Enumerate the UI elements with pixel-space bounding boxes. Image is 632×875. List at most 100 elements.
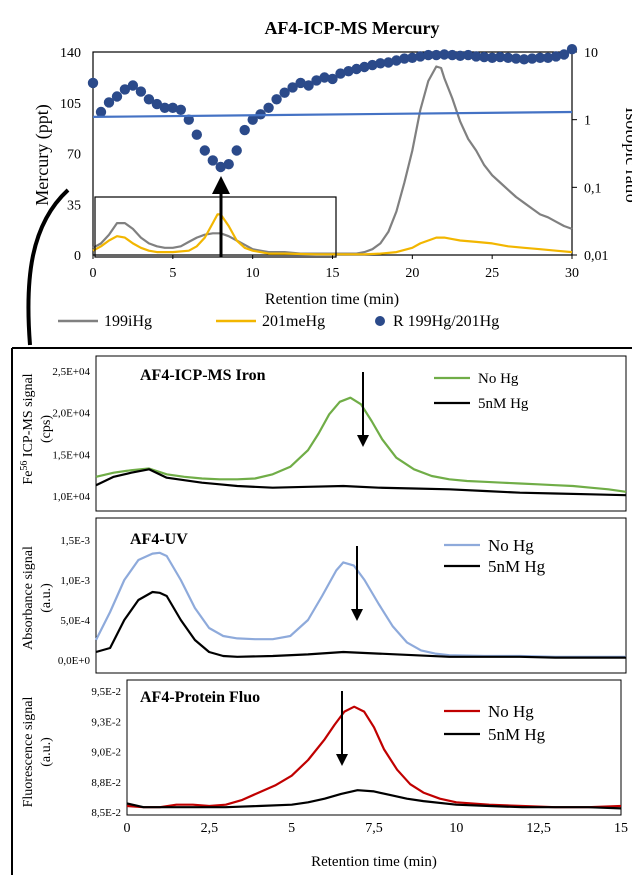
zoom-connector (26, 188, 70, 346)
iron-y-tick-0: 1,0E+04 (52, 491, 90, 503)
uv-y-label-unit: (a.u.) (39, 583, 54, 613)
point-r-199hg-201hg-20 (247, 114, 258, 125)
uv-series (95, 551, 626, 659)
point-r-199hg-201hg-31 (335, 68, 346, 79)
point-r-199hg-201hg-49 (479, 51, 490, 63)
point-r-199hg-201hg-14 (199, 145, 210, 156)
uv-frame (95, 517, 627, 674)
legend-item-201mehg: 201meHg (216, 313, 325, 330)
line-201mehg (92, 213, 573, 256)
point-r-199hg-201hg-55 (526, 53, 538, 64)
iron-series (95, 396, 627, 497)
point-r-199hg-201hg-33 (351, 63, 362, 75)
mercury-y-tick-0: 0 (74, 249, 81, 264)
fluo-tick-labels: 8,5E-2 8,8E-2 9,0E-2 9,3E-2 9,5E-2 0 2,5 5 7,5 10… (91, 686, 628, 836)
legend-label-199ihg: 199iHg (104, 313, 152, 330)
uv-y-tick-2: 1,0E-3 (60, 575, 90, 587)
uv-title: AF4-UV (130, 531, 188, 548)
iron-title: AF4-ICP-MS Iron (140, 367, 266, 384)
point-r-199hg-201hg-0 (87, 77, 99, 89)
point-r-199hg-201hg-58 (550, 51, 562, 62)
mercury-y2-tick-2: 1 (584, 114, 591, 129)
mercury-x-tick-4: 20 (405, 266, 419, 281)
fluo-x-tick-0: 0 (124, 821, 131, 836)
point-r-199hg-201hg-25 (287, 82, 298, 93)
fluo-x-tick-1: 2,5 (201, 821, 219, 836)
uv-y-tick-1: 5,0E-4 (60, 615, 90, 627)
mercury-x-label: Retention time (min) (265, 291, 399, 308)
uv-y-label: Absorbance signal (21, 546, 36, 650)
mercury-y-label: Mercury (ppt) (32, 104, 53, 205)
iron-y-label: Fe56 ICP-MS signal (19, 373, 36, 484)
point-r-199hg-201hg-1 (95, 106, 107, 118)
point-r-199hg-201hg-36 (375, 58, 386, 69)
fluo-x-tick-2: 5 (288, 821, 295, 836)
point-r-199hg-201hg-19 (239, 124, 250, 136)
point-r-199hg-201hg-18 (231, 145, 242, 156)
fluo-y-tick-1: 8,8E-2 (91, 777, 121, 789)
point-r-199hg-201hg-39 (399, 53, 410, 64)
point-r-199hg-201hg-5 (127, 80, 139, 91)
fluo-x-label: Retention time (min) (311, 854, 437, 870)
iron-line-no-hg (95, 396, 627, 493)
iron-legend: No Hg 5nM Hg (434, 371, 529, 412)
point-r-199hg-201hg-38 (391, 55, 402, 66)
line-ratio-trend (92, 110, 573, 118)
point-r-199hg-201hg-3 (111, 91, 123, 102)
fluo-y-label-unit: (a.u.) (39, 737, 54, 767)
iron-y-tick-2: 2,0E+04 (52, 408, 90, 420)
point-r-199hg-201hg-16 (215, 161, 226, 173)
point-r-199hg-201hg-40 (407, 52, 418, 63)
mercury-tick-labels: 0 35 70 105 140 0,01 0,1 1 10 0 5 10 15 20 25 30 (60, 46, 609, 281)
legend-label-ratio: R 199Hg/201Hg (393, 313, 499, 330)
point-r-199hg-201hg-26 (295, 77, 306, 89)
point-r-199hg-201hg-60 (566, 44, 578, 55)
point-r-199hg-201hg-12 (183, 114, 194, 125)
point-r-199hg-201hg-48 (471, 51, 482, 62)
legend-label-201mehg: 201meHg (262, 313, 325, 330)
mercury-x-tick-2: 10 (246, 266, 260, 281)
point-r-199hg-201hg-51 (494, 51, 506, 63)
legend-label-uv-5nm: 5nM Hg (488, 557, 546, 576)
point-r-199hg-201hg-10 (167, 102, 178, 114)
point-r-199hg-201hg-53 (510, 53, 522, 64)
fluo-y-tick-3: 9,3E-2 (91, 716, 121, 728)
point-r-199hg-201hg-9 (159, 102, 170, 114)
iron-y-tick-3: 2,5E+04 (52, 366, 90, 378)
fluo-line-5nm-hg (126, 789, 622, 810)
point-r-199hg-201hg-6 (135, 86, 147, 97)
mercury-x-tick-6: 30 (565, 266, 579, 281)
point-r-199hg-201hg-30 (327, 73, 338, 85)
fluo-y-tick-0: 8,5E-2 (91, 807, 121, 819)
mercury-series (87, 44, 578, 256)
mercury-legend: 199iHg 201meHg R 199Hg/201Hg (58, 313, 499, 330)
point-r-199hg-201hg-59 (558, 49, 570, 60)
line-199ihg (92, 65, 573, 255)
mercury-y-tick-4: 140 (60, 46, 81, 61)
point-r-199hg-201hg-34 (359, 61, 370, 73)
iron-panel: Fe56 ICP-MS signal (cps) AF4-ICP-MS Iron… (19, 355, 627, 512)
iron-tick-labels: 1,0E+04 1,5E+04 2,0E+04 2,5E+04 (52, 366, 90, 503)
legend-label-fluo-5nm: 5nM Hg (488, 725, 546, 744)
iron-y-label-unit: (cps) (39, 415, 54, 443)
mercury-y-tick-1: 35 (67, 198, 81, 213)
point-r-199hg-201hg-54 (518, 54, 530, 65)
mercury-x-tick-3: 15 (326, 266, 340, 281)
uv-legend: No Hg 5nM Hg (444, 536, 546, 576)
point-r-199hg-201hg-27 (303, 80, 314, 91)
uv-line-no-hg (95, 551, 626, 658)
legend-swatch-ratio (375, 316, 385, 326)
point-r-199hg-201hg-37 (383, 57, 394, 68)
point-r-199hg-201hg-52 (502, 52, 514, 63)
point-r-199hg-201hg-22 (263, 102, 274, 114)
point-r-199hg-201hg-17 (223, 159, 234, 170)
uv-y-tick-0: 0,0E+0 (58, 655, 91, 667)
fluo-x-tick-5: 12,5 (526, 821, 551, 836)
point-r-199hg-201hg-50 (487, 52, 498, 63)
point-r-199hg-201hg-23 (271, 94, 282, 105)
mercury-y2-label: Isotopic ratio (622, 107, 632, 202)
point-r-199hg-201hg-28 (311, 75, 322, 86)
fluo-y-tick-4: 9,5E-2 (91, 686, 121, 698)
legend-label-fluo-nohg: No Hg (488, 702, 534, 721)
